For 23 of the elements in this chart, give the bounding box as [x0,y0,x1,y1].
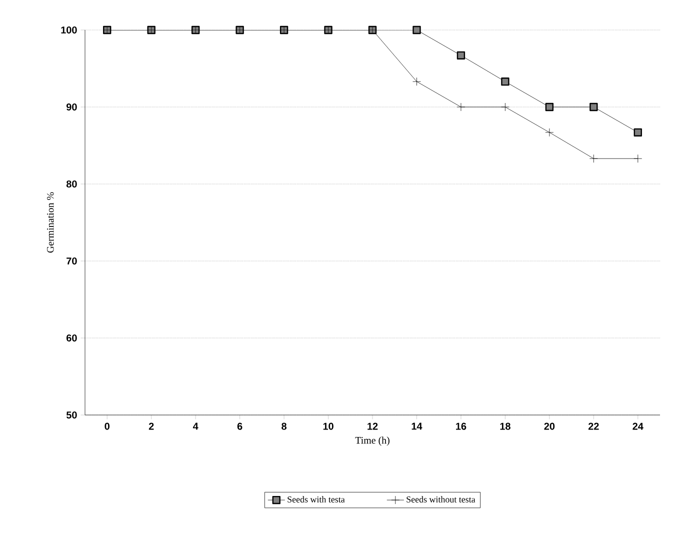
x-tick-label: 0 [104,422,110,430]
legend-label: Seeds without testa [406,496,476,502]
x-axis-title: Time (h) [355,436,390,446]
x-tick-label: 4 [192,422,198,430]
x-tick-label: 24 [632,422,644,430]
y-tick-label: 100 [61,26,77,34]
x-tick-label: 16 [456,422,466,430]
y-tick-label: 60 [66,334,77,342]
y-tick-label: 80 [66,180,77,188]
y-tick-label: 70 [66,257,77,265]
x-tick-label: 14 [412,422,422,430]
y-axis-title: Germination % [47,192,54,253]
x-tick-label: 8 [282,422,287,430]
y-tick-label: 90 [66,103,77,111]
x-tick-label: 12 [368,422,378,430]
x-tick-label: 6 [237,422,242,430]
x-tick-label: 22 [588,422,599,430]
legend-label: Seeds with testa [288,496,345,502]
x-tick-label: 10 [323,422,334,430]
x-tick-label: 2 [148,422,154,430]
y-tick-label: 50 [66,411,77,419]
x-tick-label: 20 [544,422,555,430]
x-tick-label: 18 [500,422,510,430]
